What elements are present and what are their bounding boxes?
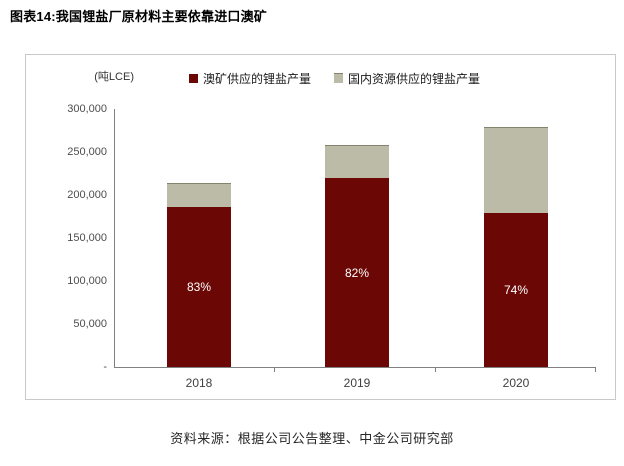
y-axis-tick-label: 200,000 bbox=[67, 189, 107, 201]
bar-segment-australian-ore-2020 bbox=[484, 213, 548, 367]
bar-segment-australian-ore-2019 bbox=[325, 178, 389, 367]
legend-label-domestic: 国内资源供应的锂盐产量 bbox=[348, 71, 481, 86]
legend-swatch-domestic-icon bbox=[334, 73, 343, 83]
figure-title: 图表14:我国锂盐厂原材料主要依靠进口澳矿 bbox=[10, 9, 267, 24]
y-axis-tick-label: - bbox=[103, 361, 107, 373]
y-axis-tick-label: 300,000 bbox=[67, 103, 107, 115]
y-axis-unit-label: (吨LCE) bbox=[94, 71, 134, 83]
bar-percent-label-2020: 74% bbox=[503, 283, 529, 297]
chart-panel: (吨LCE) 澳矿供应的锂盐产量 国内资源供应的锂盐产量 83% 2018 82% 2… bbox=[25, 54, 616, 400]
y-axis-tick-label: 250,000 bbox=[67, 146, 107, 158]
x-axis-boundary-tick bbox=[274, 367, 275, 372]
bar-percent-label-2018: 83% bbox=[186, 280, 212, 294]
bar-segment-domestic-resource-2019 bbox=[325, 145, 389, 178]
legend-item-aus: 澳矿供应的锂盐产量 bbox=[189, 71, 312, 86]
bar-segment-domestic-resource-2018 bbox=[167, 183, 231, 207]
legend-label-aus: 澳矿供应的锂盐产量 bbox=[203, 71, 312, 86]
x-axis-boundary-tick bbox=[595, 367, 596, 372]
x-axis-label-2020: 2020 bbox=[502, 376, 530, 390]
x-axis-label-2018: 2018 bbox=[185, 376, 213, 390]
bar-segment-australian-ore-2018 bbox=[167, 207, 231, 367]
legend-swatch-aus-icon bbox=[189, 73, 198, 83]
legend-item-domestic: 国内资源供应的锂盐产量 bbox=[334, 71, 481, 86]
y-axis-tick-label: 150,000 bbox=[67, 232, 107, 244]
x-axis-boundary-tick bbox=[435, 367, 436, 372]
bar-percent-label-2019: 82% bbox=[344, 265, 370, 280]
source-note: 资料来源：根据公司公告整理、中金公司研究部 bbox=[170, 431, 454, 446]
x-axis-label-2019: 2019 bbox=[343, 376, 371, 390]
bar-segment-domestic-resource-2020 bbox=[484, 127, 548, 213]
plot-area: 83% 2018 82% 2019 74% 2020 bbox=[114, 109, 596, 390]
y-axis-tick-label: 100,000 bbox=[67, 275, 107, 287]
y-axis-tick-label: 50,000 bbox=[73, 318, 107, 330]
